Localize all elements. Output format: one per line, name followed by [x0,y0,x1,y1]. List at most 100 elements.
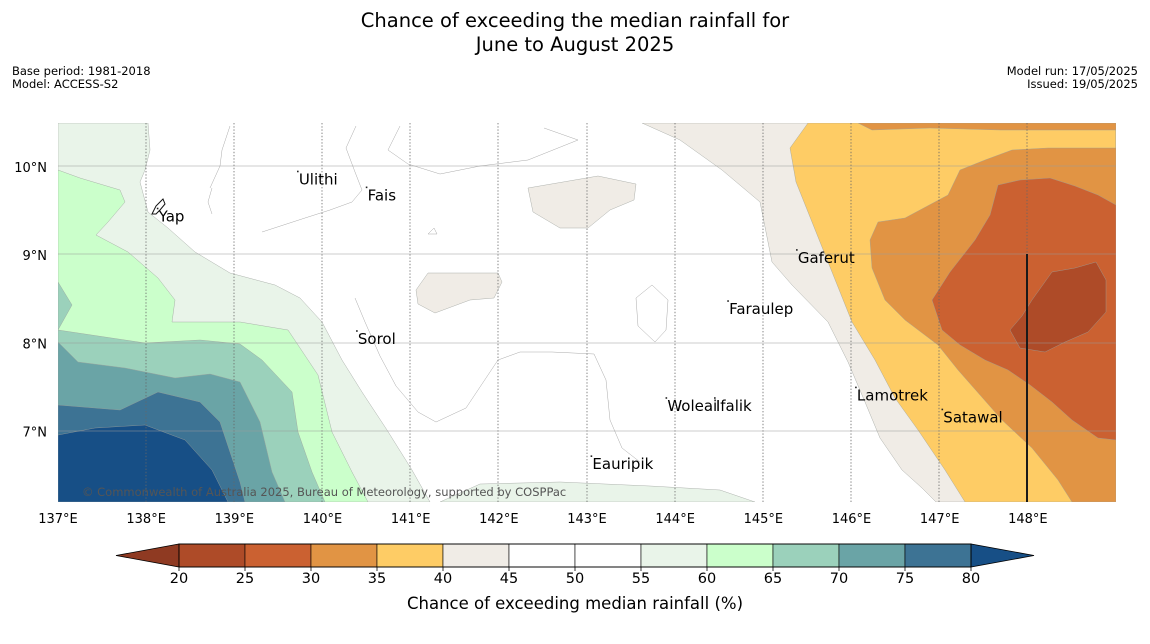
place-ifalik: Ifalik [714,397,752,415]
colorbar-label: Chance of exceeding median rainfall (%) [406,594,744,613]
latitude-lines [58,165,1116,432]
lon-tick-label: 148°E [1008,512,1048,527]
colorbar-segment [838,543,906,568]
lon-tick-label: 146°E [832,512,872,527]
place-marker [365,186,368,189]
lon-tick-label: 137°E [38,512,78,527]
place-marker [356,330,358,332]
colorbar-tick-label: 75 [896,571,914,587]
place-marker [727,300,729,302]
colorbar-segment [178,543,246,568]
place-yap: Yap [156,207,184,225]
place-name: Gaferut [798,249,855,267]
place-name: Lamotrek [857,386,928,404]
colorbar-segment [310,543,378,568]
colorbar-above-arrow [970,543,1035,568]
base-period: Base period: 1981-2018 [12,64,151,78]
place-name: Ifalik [716,397,752,415]
lon-tick-label: 138°E [126,512,166,527]
place-lamotrek: Lamotrek [855,386,928,404]
issued-date: Issued: 19/05/2025 [1027,77,1138,91]
lat-tick-label: 10°N [14,161,47,176]
region-south-55-60 [439,481,756,502]
lon-tick-label: 144°E [655,512,695,527]
lon-tick-label: 145°E [744,512,784,527]
colorbar: 20 25 30 35 40 45 50 55 60 65 70 75 80 [115,543,1035,587]
lat-tick-label: 8°N [23,337,48,352]
colorbar-tick-label: 55 [632,571,650,587]
map-title: Chance of exceeding the median rainfall … [0,9,1150,57]
copyright-text: © Commonwealth of Australia 2025, Bureau… [82,485,566,499]
map-area [58,123,1116,502]
meta-left: Base period: 1981-2018 Model: ACCESS-S2 [12,65,151,91]
model-name: Model: ACCESS-S2 [12,77,119,91]
colorbar-tick-label: 30 [302,571,320,587]
contour-line-1 [209,125,231,189]
region-drier-patch-2 [415,272,503,314]
place-eauripik: Eauripik [590,455,654,473]
lat-tick-label: 7°N [23,425,48,440]
colorbar-segment [772,543,840,568]
colorbar-tick-label: 40 [434,571,452,587]
colorbar-tick-label: 70 [830,571,848,587]
lon-tick-label: 141°E [391,512,431,527]
colorbar-tick-label: 65 [764,571,782,587]
colorbar-segment [574,543,642,568]
place-faraulep: Faraulep [727,300,793,318]
place-labels: Ulithi Fais Yap Gaferut Faraulep Sorol Lamotre… [156,170,1003,473]
region-25-30 [931,177,1116,441]
place-sorol: Sorol [356,330,396,348]
place-name: Fais [368,186,397,204]
place-satawal: Satawal [941,408,1003,426]
lon-tick-label: 147°E [920,512,960,527]
colorbar-segment [640,543,708,568]
colorbar-tick-label: 35 [368,571,386,587]
place-ulithi: Ulithi [297,170,338,188]
place-name: Sorol [358,330,396,348]
place-marker [297,170,299,173]
contour-line-5 [427,227,438,235]
region-20-25 [1009,261,1107,353]
contour-line-3 [261,125,363,233]
place-marker [665,397,668,399]
lon-tick-label: 139°E [215,512,255,527]
colorbar-tick-label: 80 [962,571,980,587]
region-drier-patch-1 [527,175,637,229]
place-marker [590,455,593,457]
longitude-tick-labels: 137°E 138°E 139°E 140°E 141°E 142°E 143°E 144°E… [38,512,1047,527]
lon-tick-label: 142°E [479,512,519,527]
place-name: Faraulep [729,300,793,318]
colorbar-below-arrow [115,543,180,568]
lon-tick-label: 143°E [567,512,607,527]
colorbar-tick-label: 50 [566,571,584,587]
colorbar-tick-label: 25 [236,571,254,587]
place-name: Woleai [667,397,717,415]
place-name: Satawal [943,408,1002,426]
title-line-2: June to August 2025 [475,33,675,56]
title-line-1: Chance of exceeding the median rainfall … [360,9,790,32]
place-name: Eauripik [592,455,653,473]
colorbar-tick-label: 45 [500,571,518,587]
place-marker [796,249,798,251]
place-name: Ulithi [299,170,338,188]
colorbar-tick-label: 20 [170,571,188,587]
lat-tick-label: 9°N [23,249,48,264]
meta-right: Model run: 17/05/2025 Issued: 19/05/2025 [1007,65,1138,91]
place-fais: Fais [365,186,397,204]
colorbar-segment [706,543,774,568]
place-marker [156,207,159,210]
latitude-tick-labels: 10°N 9°N 8°N 7°N [14,161,47,440]
contour-line-2 [207,187,213,215]
lon-tick-label: 140°E [303,512,343,527]
colorbar-segment [244,543,312,568]
colorbar-segment [442,543,510,568]
colorbar-segment [508,543,576,568]
place-marker [855,386,857,389]
place-gaferut: Gaferut [796,249,855,267]
region-over-80 [58,424,229,502]
contour-line-6 [354,297,641,463]
colorbar-segment [376,543,444,568]
place-woleai: Woleai [665,397,717,415]
yap-island-shape [151,198,166,215]
